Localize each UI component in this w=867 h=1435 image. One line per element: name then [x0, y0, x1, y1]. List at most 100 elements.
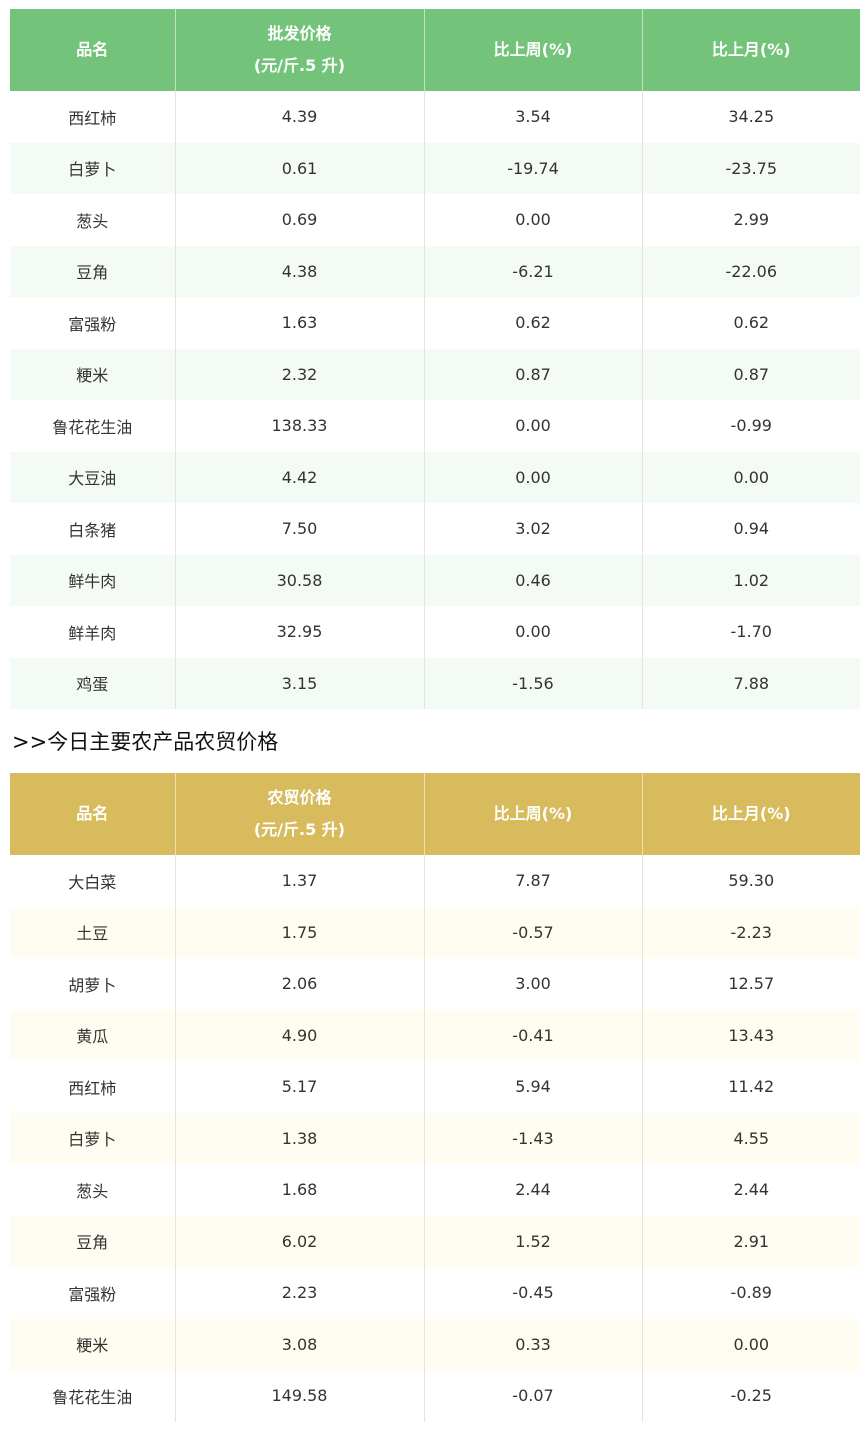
section-title: >>今日主要农产品农贸价格	[12, 730, 279, 754]
cell-product-name: 豆角	[10, 245, 175, 297]
cell-product-name: 鸡蛋	[10, 657, 175, 709]
cell-product-name: 大白菜	[68, 872, 117, 892]
cell-week-change: 7.87	[423, 855, 642, 907]
cell-week-change: 3.54	[423, 91, 642, 143]
cell-product-name: 粳米	[10, 1318, 175, 1370]
cell-product-name: 鲜牛肉	[10, 554, 175, 606]
cell-week-change: 0.87	[423, 348, 642, 400]
table-row: 豆角 4.38 -6.21 -22.06	[10, 245, 860, 297]
cell-month-change: 12.57	[641, 958, 860, 1010]
cell-month-change: 11.42	[641, 1061, 860, 1113]
cell-month-change: -0.25	[641, 1370, 860, 1422]
cell-price: 2.23	[174, 1267, 424, 1319]
cell-week-change: -0.41	[423, 1009, 642, 1061]
cell-month-change: 7.88	[641, 657, 860, 709]
cell-month-change: -2.23	[641, 906, 860, 958]
cell-week-change: 3.00	[423, 958, 642, 1010]
cell-week-change: 0.46	[423, 554, 642, 606]
cell-product-name: 西红柿	[68, 108, 117, 128]
header-wholesale-price-label: 批发价格	[267, 24, 332, 43]
header-month-change: 比上月(%)	[641, 9, 860, 91]
table-row: 黄瓜 4.90 -0.41 13.43	[10, 1009, 860, 1061]
cell-week-change: -1.56	[423, 657, 642, 709]
cell-month-change: 0.00	[641, 1318, 860, 1370]
cell-month-change: 59.30	[641, 855, 860, 907]
cell-week-change: 0.00	[423, 400, 642, 452]
table-row: 富强粉 2.23 -0.45 -0.89	[10, 1267, 860, 1319]
cell-price: 4.90	[174, 1009, 424, 1061]
cell-product-name: 豆角	[10, 1215, 175, 1267]
cell-week-change: -0.57	[423, 906, 642, 958]
cell-month-change: 0.62	[641, 297, 860, 349]
cell-week-change: 5.94	[423, 1061, 642, 1113]
cell-month-change: 0.94	[641, 503, 860, 555]
cell-product-name: 葱头	[76, 211, 109, 231]
header-retail-price-label: 农贸价格	[267, 788, 332, 807]
cell-month-change: -23.75	[641, 142, 860, 194]
cell-week-change: 0.00	[423, 606, 642, 658]
header-product-name: 品名	[10, 773, 175, 855]
cell-month-change: 1.02	[641, 554, 860, 606]
table-row: 白萝卜 0.61 -19.74 -23.75	[10, 142, 860, 194]
cell-week-change: -19.74	[423, 142, 642, 194]
cell-month-change: 2.99	[641, 194, 860, 246]
cell-price: 3.08	[174, 1318, 424, 1370]
cell-price: 1.37	[174, 855, 424, 907]
table-row: 鲁花花生油 138.33 0.00 -0.99	[10, 400, 860, 452]
cell-month-change: 2.44	[641, 1164, 860, 1216]
cell-price: 138.33	[174, 400, 424, 452]
cell-month-change: 4.55	[641, 1112, 860, 1164]
cell-price: 1.75	[174, 906, 424, 958]
cell-price: 3.15	[174, 657, 424, 709]
cell-month-change: 0.00	[641, 451, 860, 503]
wholesale-price-table: 品名 批发价格 (元/斤.5 升) 比上周(%) 比上月(%) 西红柿 4.39 3…	[10, 9, 860, 709]
cell-month-change: -0.89	[641, 1267, 860, 1319]
cell-product-name: 富强粉	[68, 314, 117, 334]
header-wholesale-price: 批发价格 (元/斤.5 升)	[174, 9, 424, 91]
cell-week-change: -0.07	[423, 1370, 642, 1422]
cell-price: 4.39	[174, 91, 424, 143]
cell-product-name: 白萝卜	[10, 1112, 175, 1164]
cell-product-name: 白条猪	[68, 520, 117, 540]
header-price-unit: (元/斤.5 升)	[253, 56, 346, 75]
cell-product-name: 鲁花花生油	[52, 1387, 133, 1407]
cell-product-name: 鲜羊肉	[68, 623, 117, 643]
retail-price-table: 品名 农贸价格 (元/斤.5 升) 比上周(%) 比上月(%) 大白菜 1.37 7…	[10, 773, 860, 1422]
cell-price: 2.32	[174, 348, 424, 400]
table-row: 土豆 1.75 -0.57 -2.23	[10, 906, 860, 958]
table-row: 大豆油 4.42 0.00 0.00	[10, 451, 860, 503]
cell-product-name: 白萝卜	[10, 142, 175, 194]
table-row: 西红柿 4.39 3.54 34.25	[10, 91, 860, 143]
cell-price: 5.17	[174, 1061, 424, 1113]
header-month-change: 比上月(%)	[641, 773, 860, 855]
table-row: 鲜羊肉 32.95 0.00 -1.70	[10, 606, 860, 658]
cell-product-name: 西红柿	[68, 1078, 117, 1098]
cell-price: 6.02	[174, 1215, 424, 1267]
cell-week-change: 0.00	[423, 451, 642, 503]
cell-product-name: 大豆油	[10, 451, 175, 503]
cell-price: 4.42	[174, 451, 424, 503]
table-row: 葱头 1.68 2.44 2.44	[10, 1164, 860, 1216]
cell-week-change: 1.52	[423, 1215, 642, 1267]
cell-price: 32.95	[174, 606, 424, 658]
cell-month-change: -22.06	[641, 245, 860, 297]
cell-product-name: 土豆	[10, 906, 175, 958]
cell-month-change: 34.25	[641, 91, 860, 143]
table-row: 鲁花花生油 149.58 -0.07 -0.25	[10, 1370, 860, 1422]
cell-price: 0.69	[174, 194, 424, 246]
cell-price: 0.61	[174, 142, 424, 194]
cell-product-name: 鲁花花生油	[52, 417, 133, 437]
table-row: 西红柿 5.17 5.94 11.42	[10, 1061, 860, 1113]
cell-month-change: 13.43	[641, 1009, 860, 1061]
table-row: 豆角 6.02 1.52 2.91	[10, 1215, 860, 1267]
table-row: 鸡蛋 3.15 -1.56 7.88	[10, 657, 860, 709]
cell-week-change: 3.02	[423, 503, 642, 555]
cell-product-name: 富强粉	[68, 1284, 117, 1304]
table-row: 粳米 2.32 0.87 0.87	[10, 348, 860, 400]
cell-price: 30.58	[174, 554, 424, 606]
table-row: 白萝卜 1.38 -1.43 4.55	[10, 1112, 860, 1164]
header-week-change: 比上周(%)	[423, 773, 642, 855]
cell-product-name: 粳米	[10, 348, 175, 400]
header-price-unit: (元/斤.5 升)	[253, 820, 346, 839]
cell-price: 7.50	[174, 503, 424, 555]
